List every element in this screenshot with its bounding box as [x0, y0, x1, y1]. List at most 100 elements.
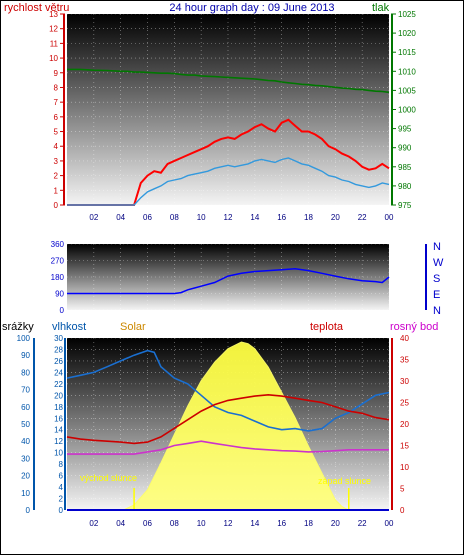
temperature-tick-label: 0 — [400, 506, 405, 515]
temperature-tick-label: 20 — [400, 420, 409, 429]
humidity-tick-label: 30 — [54, 334, 63, 343]
humidity-tick-label: 4 — [59, 483, 64, 492]
pressure-tick-label: 1025 — [398, 10, 416, 19]
direction-tick-label: 270 — [51, 257, 65, 266]
wind-average-line — [67, 157, 390, 206]
time-tick-label: 00 — [385, 213, 394, 222]
wind-speed-tick-label: 5 — [54, 128, 59, 137]
humidity-tick-label: 28 — [54, 345, 63, 354]
time-tick-label: 14 — [250, 213, 259, 222]
legend-temperature: teplota — [310, 321, 344, 333]
wind-direction-line — [67, 268, 390, 295]
time-tick-label: 04 — [116, 519, 125, 528]
rain-tick-label: 20 — [21, 472, 30, 481]
pressure-tick-label: 1015 — [398, 48, 416, 57]
time-tick-label: 20 — [331, 213, 340, 222]
time-tick-label: 18 — [304, 519, 313, 528]
rain-tick-label: 90 — [21, 351, 30, 360]
pressure-tick-label: 1005 — [398, 86, 416, 95]
rain-tick-label: 30 — [21, 454, 30, 463]
temperature-line — [66, 393, 390, 445]
wind-speed-tick-label: 12 — [49, 25, 58, 34]
humidity-tick-label: 24 — [54, 368, 63, 377]
dewpoint-line — [67, 440, 389, 455]
pressure-tick-label: 1010 — [398, 67, 416, 76]
wind-speed-tick-label: 13 — [49, 10, 58, 19]
rain-tick-label: 100 — [17, 334, 31, 343]
temperature-tick-label: 30 — [400, 377, 409, 386]
pressure-line — [67, 68, 390, 94]
temperature-tick-label: 25 — [400, 399, 409, 408]
pressure-tick-label: 975 — [398, 201, 412, 210]
wind-speed-tick-label: 1 — [54, 186, 59, 195]
direction-letter-label: N — [433, 241, 441, 253]
direction-letter-label: S — [433, 273, 440, 285]
wind-speed-tick-label: 0 — [54, 201, 59, 210]
humidity-tick-label: 10 — [54, 449, 63, 458]
time-tick-label: 12 — [224, 519, 233, 528]
humidity-tick-label: 18 — [54, 403, 63, 412]
humidity-line — [66, 349, 390, 432]
direction-tick-label: 0 — [60, 306, 65, 315]
direction-letter-label: N — [433, 305, 441, 317]
temperature-tick-label: 15 — [400, 442, 409, 451]
humidity-tick-label: 14 — [54, 426, 63, 435]
pressure-tick-label: 980 — [398, 182, 412, 191]
pressure-tick-label: 990 — [398, 144, 412, 153]
pressure-tick-label: 1000 — [398, 106, 416, 115]
direction-letter-label: E — [433, 289, 440, 301]
wind-speed-tick-label: 4 — [54, 142, 59, 151]
pressure-tick-label: 1020 — [398, 29, 416, 38]
time-tick-label: 10 — [197, 519, 206, 528]
time-tick-label: 20 — [331, 519, 340, 528]
wind-speed-axis-title: rychlost větru — [4, 2, 69, 14]
humidity-tick-label: 22 — [54, 380, 63, 389]
panel1-background — [67, 14, 389, 205]
direction-letter-label: W — [433, 257, 444, 269]
legend-dewpoint: rosný bod — [390, 321, 438, 333]
rain-tick-label: 60 — [21, 403, 30, 412]
direction-tick-label: 90 — [55, 290, 64, 299]
sunrise-label: východ slunce — [80, 473, 137, 483]
temperature-tick-label: 35 — [400, 356, 409, 365]
solar-area — [123, 341, 350, 511]
pressure-tick-label: 995 — [398, 125, 412, 134]
humidity-tick-label: 16 — [54, 414, 63, 423]
wind-speed-tick-label: 11 — [50, 39, 59, 48]
direction-tick-label: 360 — [51, 240, 65, 249]
time-tick-label: 14 — [250, 519, 259, 528]
time-tick-label: 06 — [143, 213, 152, 222]
pressure-tick-label: 985 — [398, 163, 412, 172]
sunset-label: západ slunce — [318, 476, 371, 486]
rain-tick-label: 70 — [21, 386, 30, 395]
time-tick-label: 22 — [358, 213, 367, 222]
wind-speed-tick-label: 8 — [54, 83, 59, 92]
time-tick-label: 08 — [170, 519, 179, 528]
humidity-tick-label: 12 — [54, 437, 63, 446]
time-tick-label: 10 — [197, 213, 206, 222]
rain-tick-label: 40 — [21, 437, 30, 446]
legend-rain: srážky — [2, 321, 34, 333]
legend-humidity: vlhkost — [52, 321, 86, 333]
time-tick-label: 18 — [304, 213, 313, 222]
temperature-tick-label: 10 — [400, 463, 409, 472]
page-title: 24 hour graph day : 09 June 2013 — [169, 2, 334, 14]
time-tick-label: 02 — [89, 519, 98, 528]
rain-tick-label: 0 — [26, 506, 31, 515]
time-tick-label: 12 — [224, 213, 233, 222]
wind-speed-tick-label: 7 — [54, 98, 59, 107]
time-tick-label: 04 — [116, 213, 125, 222]
time-tick-label: 16 — [277, 213, 286, 222]
wind-speed-tick-label: 10 — [49, 54, 58, 63]
pressure-axis-title: tlak — [372, 2, 390, 14]
time-tick-label: 08 — [170, 213, 179, 222]
humidity-tick-label: 26 — [54, 357, 63, 366]
time-tick-label: 06 — [143, 519, 152, 528]
humidity-tick-label: 8 — [59, 460, 64, 469]
humidity-tick-label: 6 — [59, 472, 64, 481]
rain-tick-label: 50 — [21, 420, 30, 429]
time-tick-label: 00 — [385, 519, 394, 528]
wind-speed-tick-label: 2 — [54, 172, 59, 181]
wind-speed-line — [67, 118, 390, 206]
